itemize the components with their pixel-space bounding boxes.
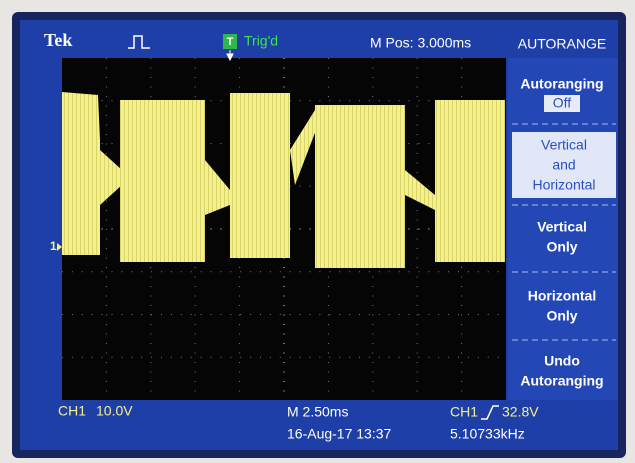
- wave-block: [120, 100, 205, 262]
- trigger-level: 32.8V: [502, 404, 539, 420]
- menu-item[interactable]: Undo: [544, 353, 580, 369]
- menu-item[interactable]: Autoranging: [520, 76, 603, 92]
- menu-item[interactable]: Horizontal: [532, 177, 595, 193]
- trigger-channel: CH1: [450, 404, 478, 420]
- brand: Tek: [44, 30, 72, 50]
- waveform: [62, 92, 505, 268]
- wave-block: [435, 100, 505, 262]
- page: Tek T Trig'd M Pos: 3.000ms AUTORANGE Au…: [0, 0, 635, 463]
- channel-label: CH1: [58, 403, 86, 419]
- wave-block: [62, 92, 100, 255]
- channel-marker: 1: [50, 239, 57, 253]
- menu-item[interactable]: Only: [546, 308, 577, 324]
- menu-item[interactable]: Horizontal: [528, 288, 596, 304]
- timebase: M 2.50ms: [287, 404, 348, 420]
- wave-block: [315, 105, 405, 268]
- frequency: 5.10733kHz: [450, 426, 525, 442]
- oscilloscope-photo: Tek T Trig'd M Pos: 3.000ms AUTORANGE Au…: [0, 0, 635, 463]
- wave-block: [230, 93, 290, 258]
- menu-state[interactable]: Off: [553, 95, 572, 111]
- trigger-icon: T: [227, 36, 234, 48]
- menu-item[interactable]: Vertical: [541, 137, 587, 153]
- menu-item[interactable]: and: [552, 157, 575, 173]
- trigger-status: Trig'd: [244, 33, 278, 49]
- channel-scale: 10.0V: [96, 403, 133, 419]
- menu-item[interactable]: Autoranging: [520, 373, 603, 389]
- datetime: 16-Aug-17 13:37: [287, 426, 392, 442]
- horizontal-position: M Pos: 3.000ms: [370, 35, 471, 51]
- menu-item[interactable]: Vertical: [537, 219, 587, 235]
- menu-title: AUTORANGE: [518, 36, 606, 52]
- menu-item[interactable]: Only: [546, 239, 577, 255]
